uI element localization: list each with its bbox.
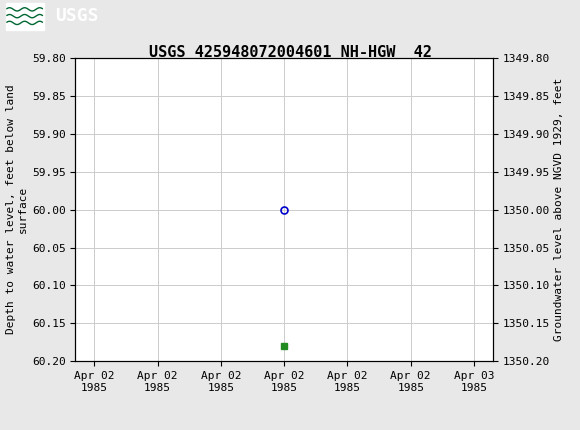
Y-axis label: Depth to water level, feet below land
surface: Depth to water level, feet below land su… [6,85,28,335]
Text: USGS 425948072004601 NH-HGW  42: USGS 425948072004601 NH-HGW 42 [148,45,432,60]
Y-axis label: Groundwater level above NGVD 1929, feet: Groundwater level above NGVD 1929, feet [554,78,564,341]
FancyBboxPatch shape [6,3,44,30]
Text: USGS: USGS [55,7,99,25]
